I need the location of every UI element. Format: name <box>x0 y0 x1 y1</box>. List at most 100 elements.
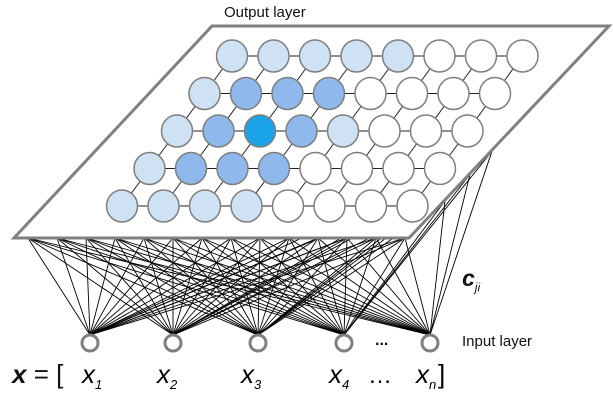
connection-line <box>343 150 493 336</box>
output-node <box>396 189 429 223</box>
output-node <box>230 189 263 223</box>
connection-line <box>89 237 145 336</box>
output-nodes <box>105 39 539 223</box>
output-node <box>285 114 318 148</box>
xn-subscript: n <box>429 377 437 393</box>
output-node <box>381 39 415 73</box>
vector-x2: x2 <box>157 359 177 392</box>
x2-symbol: x <box>157 359 170 389</box>
connection-line <box>85 237 91 336</box>
x4-symbol: x <box>329 359 342 389</box>
output-node <box>298 39 332 73</box>
x4-subscript: 4 <box>342 377 350 393</box>
connection-line <box>89 237 116 336</box>
output-node <box>395 76 429 111</box>
weight-symbol: c <box>462 265 475 291</box>
xn-symbol: x <box>416 359 429 389</box>
input-node <box>334 333 354 353</box>
connection-line <box>56 237 174 336</box>
connection-line <box>143 237 431 336</box>
connection-line <box>172 237 290 336</box>
connection-line <box>201 237 431 336</box>
input-node <box>420 333 440 353</box>
connection-line <box>317 237 431 336</box>
output-node <box>382 151 415 186</box>
output-node <box>423 151 457 186</box>
connection-line <box>89 237 174 336</box>
vector-label: x = [ <box>12 359 63 390</box>
input-node <box>163 333 183 353</box>
output-node <box>340 39 373 73</box>
output-node <box>451 114 484 148</box>
output-node <box>188 189 222 223</box>
connection-line <box>89 237 290 336</box>
connection-line <box>172 237 431 336</box>
output-node <box>229 76 263 111</box>
connection-line <box>404 237 431 336</box>
connection-line <box>89 237 232 336</box>
connection-line <box>172 237 377 336</box>
output-node <box>160 114 194 148</box>
output-node <box>354 189 388 223</box>
connection-line <box>27 237 91 336</box>
x2-subscript: 2 <box>170 377 178 393</box>
output-node <box>326 114 360 148</box>
connection-line <box>56 237 345 336</box>
vector-x3: x3 <box>241 359 261 392</box>
output-node <box>133 151 166 186</box>
x1-subscript: 1 <box>95 377 103 393</box>
output-node <box>174 151 208 186</box>
connection-line <box>172 237 261 336</box>
output-node <box>313 189 346 223</box>
output-node <box>299 151 332 186</box>
winner-node <box>243 114 277 148</box>
vector-x4: x4 <box>329 359 349 392</box>
input-node <box>248 333 268 353</box>
connection-line <box>89 237 203 336</box>
output-node <box>271 76 304 111</box>
input-layer-label: Input layer <box>462 333 533 350</box>
vector-prefix: = [ <box>26 359 64 389</box>
x1-symbol: x <box>82 359 95 389</box>
connection-line <box>27 237 259 336</box>
connection-lines <box>27 150 493 336</box>
connection-line <box>429 150 493 336</box>
connection-line <box>85 237 174 336</box>
output-node <box>202 114 235 148</box>
output-node <box>409 114 443 148</box>
output-node <box>423 39 456 73</box>
connection-line <box>429 200 446 336</box>
connection-line <box>172 237 406 336</box>
connection-line <box>343 200 446 336</box>
output-node <box>340 151 374 186</box>
connection-line <box>27 237 431 336</box>
connection-line <box>89 237 261 336</box>
connection-line <box>56 237 91 336</box>
output-node <box>368 114 401 148</box>
weight-label: cji <box>462 265 480 295</box>
output-node <box>478 76 512 111</box>
vector-x1: x1 <box>82 359 102 392</box>
output-node <box>257 151 291 186</box>
output-node <box>215 39 249 73</box>
connection-line <box>85 237 431 336</box>
connection-line <box>85 237 259 336</box>
connection-line <box>230 237 431 336</box>
vector-name: x <box>12 359 27 389</box>
connection-line <box>375 237 431 336</box>
connection-line <box>346 237 431 336</box>
weight-subscript: ji <box>474 280 481 295</box>
connection-line <box>429 174 471 336</box>
connection-line <box>288 237 431 336</box>
vector-close: ] <box>438 359 446 389</box>
vector-ellipsis: … <box>368 362 392 389</box>
output-node <box>464 39 498 73</box>
input-node <box>80 333 100 353</box>
vector-xn: xn <box>416 359 436 392</box>
output-node <box>188 76 221 111</box>
output-node <box>147 189 180 223</box>
connection-line <box>56 237 259 336</box>
output-node <box>216 151 249 186</box>
connection-line <box>89 237 406 336</box>
